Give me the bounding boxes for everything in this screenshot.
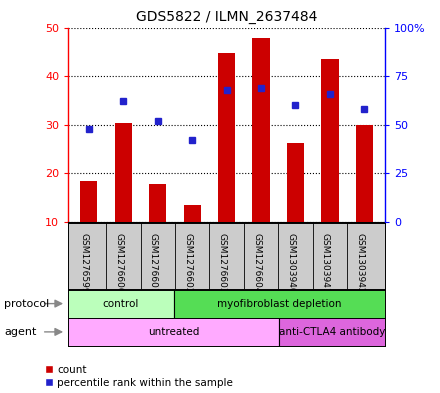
Bar <box>68 290 174 318</box>
Bar <box>356 125 373 222</box>
Text: GSM1276600: GSM1276600 <box>114 233 123 293</box>
Bar <box>321 59 338 222</box>
Text: GSM1303941: GSM1303941 <box>321 233 330 293</box>
Text: GSM1303940: GSM1303940 <box>286 233 296 293</box>
Text: untreated: untreated <box>148 327 199 337</box>
Bar <box>174 290 385 318</box>
Bar <box>68 318 279 346</box>
Text: anti-CTLA4 antibody: anti-CTLA4 antibody <box>279 327 385 337</box>
Text: protocol: protocol <box>4 299 50 309</box>
Bar <box>183 205 201 222</box>
Bar <box>279 318 385 346</box>
Text: GSM1276603: GSM1276603 <box>218 233 227 293</box>
Text: GSM1276599: GSM1276599 <box>80 233 89 293</box>
Text: myofibroblast depletion: myofibroblast depletion <box>217 299 341 309</box>
Title: GDS5822 / ILMN_2637484: GDS5822 / ILMN_2637484 <box>136 10 317 24</box>
Text: GSM1303942: GSM1303942 <box>356 233 364 293</box>
Text: GSM1276604: GSM1276604 <box>252 233 261 293</box>
Text: GSM1276601: GSM1276601 <box>149 233 158 293</box>
Text: control: control <box>103 299 139 309</box>
Text: agent: agent <box>4 327 37 337</box>
Legend: count, percentile rank within the sample: count, percentile rank within the sample <box>45 365 233 388</box>
Bar <box>287 143 304 222</box>
Text: GSM1276602: GSM1276602 <box>183 233 192 293</box>
Bar <box>218 53 235 222</box>
Bar <box>253 38 270 222</box>
Bar <box>80 181 98 222</box>
Bar <box>149 184 166 222</box>
Bar <box>115 123 132 222</box>
